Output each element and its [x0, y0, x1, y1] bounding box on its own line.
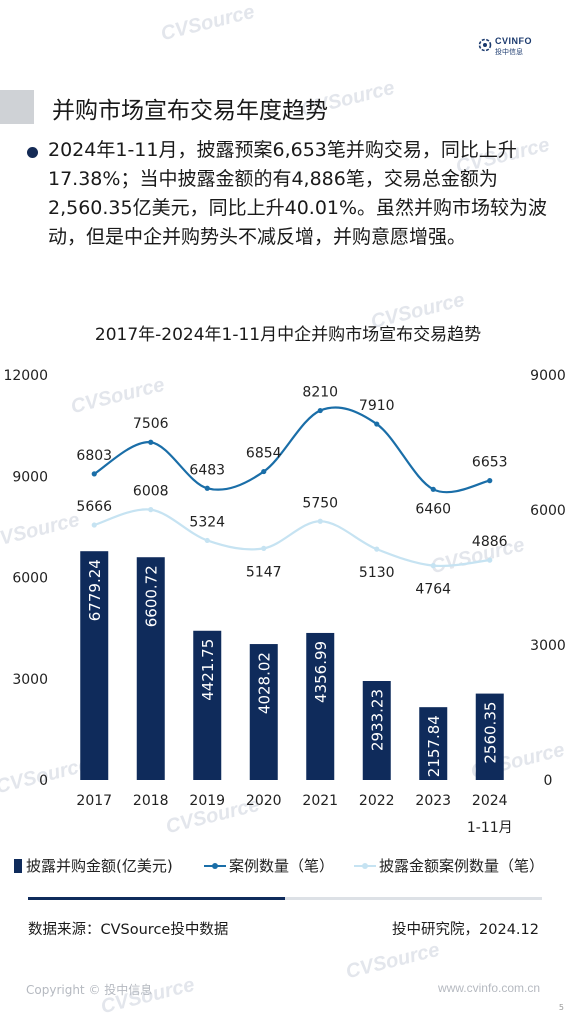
y-right-tick-label: 3000 — [530, 638, 566, 654]
x-tick-sublabel: 1-11月 — [467, 820, 513, 836]
x-tick-label: 2024 — [472, 793, 508, 809]
legend-bar-swatch — [14, 858, 22, 873]
bar — [80, 551, 109, 780]
line-point — [430, 563, 436, 569]
line-point — [261, 545, 267, 551]
line-value-label: 6653 — [472, 455, 508, 471]
bar — [193, 630, 222, 780]
line-point — [204, 485, 210, 491]
line-point — [487, 557, 493, 563]
bar — [475, 693, 504, 780]
line-disclosed-count — [93, 508, 490, 568]
bar — [249, 644, 278, 780]
y-right-tick-label: 0 — [544, 773, 553, 789]
line-value-label: 6803 — [76, 448, 112, 464]
x-tick-label: 2022 — [359, 793, 395, 809]
bar — [136, 557, 165, 780]
line-value-label: 5147 — [246, 564, 282, 580]
line-value-label: 6008 — [133, 484, 169, 500]
x-tick-label: 2018 — [133, 793, 169, 809]
legend-item-amount: 披露并购金额(亿美元) — [14, 855, 173, 876]
bar-value-label: 2157.84 — [425, 715, 443, 777]
line-point — [374, 546, 380, 552]
watermark: CVSource — [158, 0, 257, 46]
line-value-label: 6483 — [189, 462, 225, 478]
bar — [419, 707, 448, 780]
chart-legend: 披露并购金额(亿美元) 案例数量（笔） 披露金额案例数量（笔） — [14, 855, 574, 875]
line-value-label: 7910 — [359, 398, 395, 414]
legend-line-swatch — [354, 862, 376, 869]
y-left-tick-label: 3000 — [12, 672, 48, 688]
bar-value-label: 4028.02 — [256, 652, 274, 714]
line-value-label: 5750 — [302, 495, 338, 511]
legend-label: 披露并购金额(亿美元) — [26, 857, 173, 875]
line-point — [148, 507, 154, 513]
bar-value-label: 2933.23 — [369, 689, 387, 751]
data-source: 数据来源：CVSource投中数据 — [28, 922, 229, 938]
copyright: Copyright © 投中信息 — [26, 983, 153, 997]
combo-chart: 12000 9000 6000 3000 0 9000 6000 3000 0 6779.24 66… — [3, 368, 566, 836]
legend-line-swatch — [204, 862, 226, 869]
logo-mark-icon — [478, 38, 492, 52]
x-tick-label: 2020 — [246, 793, 282, 809]
line-value-label: 6854 — [246, 446, 282, 462]
x-tick-label: 2017 — [76, 793, 112, 809]
website-link[interactable]: www.cvinfo.com.cn — [437, 981, 540, 995]
y-left-tick-label: 12000 — [3, 368, 48, 384]
bar — [306, 632, 335, 780]
line-point — [317, 407, 323, 414]
bar-value-label: 6779.24 — [86, 559, 104, 621]
bullet-dot-icon — [27, 147, 38, 158]
line-point — [317, 518, 323, 524]
progress-bar — [28, 897, 542, 900]
y-left-tick-label: 9000 — [12, 469, 48, 485]
line-value-label: 6460 — [415, 501, 451, 517]
y-right-tick-label: 9000 — [530, 368, 566, 384]
bar-value-label: 4421.75 — [199, 639, 217, 701]
watermark: CVSource — [343, 938, 442, 984]
y-left-tick-label: 6000 — [12, 571, 48, 587]
legend-item-disclosed-count: 披露金额案例数量（笔） — [354, 855, 544, 876]
title-accent-bar — [0, 90, 34, 124]
summary-text: 2024年1-11月，披露预案6,653笔并购交易，同比上升17.38%；当中披… — [48, 139, 548, 248]
x-tick-label: 2021 — [302, 793, 338, 809]
line-point — [91, 471, 97, 477]
research-credit: 投中研究院，2024.12 — [392, 922, 539, 938]
line-value-label: 8210 — [302, 385, 338, 401]
line-value-label: 5666 — [76, 499, 112, 515]
line-value-label: 5130 — [359, 565, 395, 581]
line-point — [374, 421, 380, 427]
cvinfo-logo: CVINFO 投中信息 — [478, 36, 550, 60]
line-value-label: 4886 — [472, 534, 508, 550]
bar — [362, 681, 391, 780]
bar-value-label: 6600.72 — [143, 565, 161, 627]
progress-fill — [28, 897, 285, 900]
x-tick-label: 2019 — [189, 793, 225, 809]
line-value-label: 7506 — [133, 416, 169, 432]
logo-name: CVINFO — [495, 36, 533, 46]
legend-label: 披露金额案例数量（笔） — [379, 857, 545, 875]
chart-title: 2017年-2024年1-11月中企并购市场宣布交易趋势 — [94, 325, 482, 345]
line-value-label: 4764 — [415, 582, 451, 598]
line-value-label: 5324 — [189, 514, 225, 530]
x-tick-label: 2023 — [415, 793, 451, 809]
bar-value-label: 4356.99 — [312, 641, 330, 703]
line-point — [91, 522, 97, 528]
legend-item-count: 案例数量（笔） — [204, 855, 334, 876]
line-point — [430, 486, 436, 492]
logo-subtitle: 投中信息 — [495, 48, 523, 56]
bar-value-label: 2560.35 — [482, 702, 500, 764]
line-point — [487, 478, 493, 484]
page-title: 并购市场宣布交易年度趋势 — [52, 98, 328, 124]
line-case-count — [93, 406, 491, 494]
line-point — [204, 537, 210, 544]
y-left-tick-label: 0 — [39, 773, 48, 789]
y-right-tick-label: 6000 — [530, 503, 566, 519]
page-number: 5 — [558, 1003, 564, 1012]
legend-label: 案例数量（笔） — [229, 857, 335, 875]
line-point — [261, 468, 267, 475]
line-point — [148, 439, 154, 445]
